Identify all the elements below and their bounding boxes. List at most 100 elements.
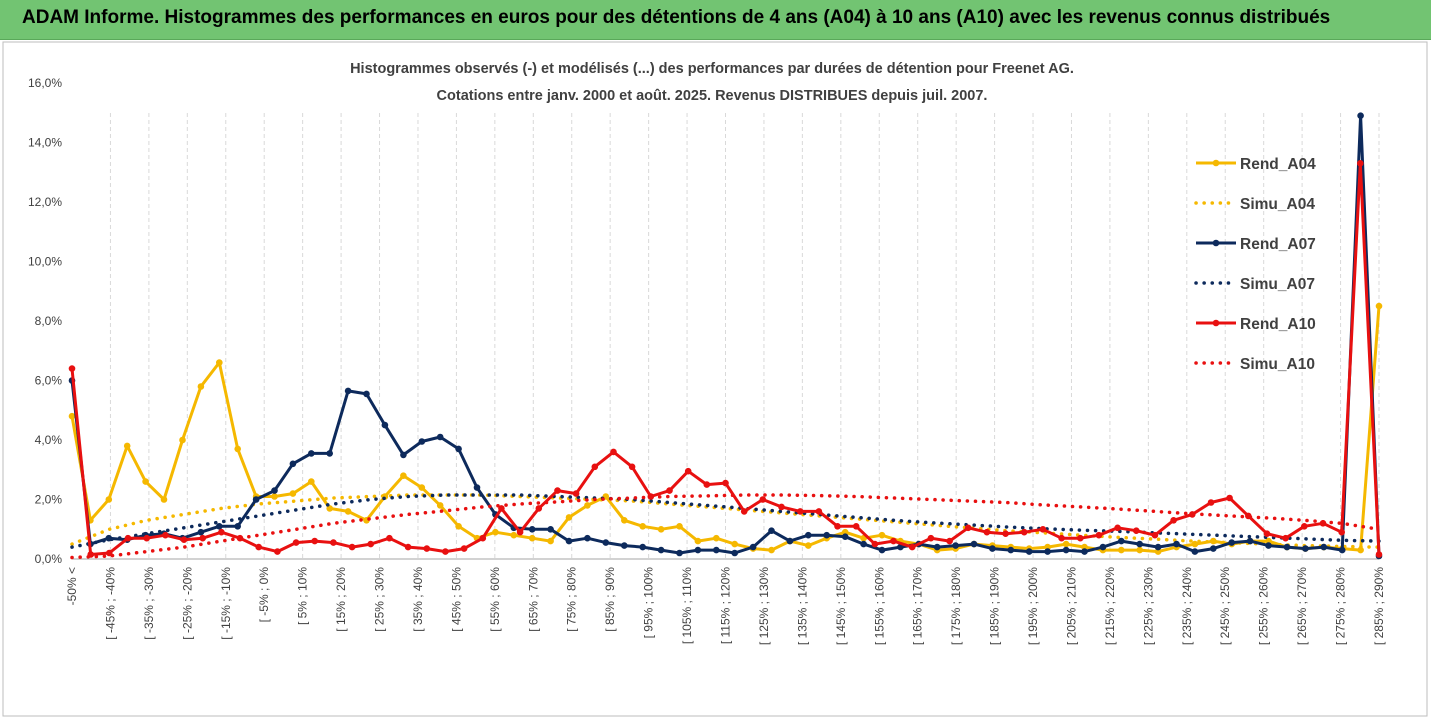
point-rend-a04 [234, 445, 241, 453]
point-rend-a10 [778, 503, 785, 511]
point-rend-a07 [713, 546, 720, 554]
point-rend-a10 [180, 536, 188, 543]
point-rend-a04 [805, 542, 812, 549]
point-rend-a10 [890, 537, 897, 545]
point-rend-a10 [311, 537, 319, 545]
legend-entry: Rend_A04 [1240, 156, 1316, 173]
point-rend-a10 [1226, 494, 1233, 502]
point-rend-a10 [162, 531, 169, 539]
point-rend-a10 [386, 534, 393, 542]
x-tick-label: [ 55% ; 60% [488, 567, 502, 632]
x-tick-label: [ 165% ; 170% [911, 567, 925, 645]
point-rend-a10 [516, 528, 524, 536]
point-rend-a07 [657, 546, 665, 554]
point-rend-a04 [68, 412, 76, 420]
point-rend-a07 [602, 539, 610, 546]
point-rend-a07 [786, 537, 794, 545]
x-tick-label: [ 155% ; 160% [872, 567, 886, 645]
x-tick-label: [ 115% ; 120% [719, 567, 733, 644]
point-rend-a04 [160, 496, 168, 503]
point-rend-a07 [1081, 548, 1088, 555]
point-rend-a10 [572, 490, 580, 497]
x-tick-label: -50% < [65, 567, 79, 605]
point-rend-a07 [455, 445, 462, 453]
y-tick-label: 0,0% [35, 552, 63, 566]
x-tick-label: [ -15% ; -10% [219, 567, 233, 640]
point-rend-a10 [498, 505, 505, 512]
point-rend-a10 [871, 540, 879, 548]
chart-title: Histogrammes observés (-) et modélisés (… [350, 61, 1074, 77]
point-rend-a10 [460, 545, 468, 552]
point-rend-a07 [1007, 546, 1015, 554]
point-rend-a04 [1062, 540, 1070, 548]
point-rend-a07 [271, 487, 278, 494]
x-tick-label: [ 25% ; 30% [373, 567, 387, 632]
point-rend-a07 [1118, 537, 1125, 545]
point-rend-a10 [666, 487, 673, 494]
x-tick-label: [ 125% ; 130% [757, 567, 771, 645]
point-rend-a07 [878, 546, 886, 554]
point-rend-a07 [731, 549, 738, 557]
point-rend-a04 [547, 537, 554, 545]
x-tick-label: [ 255% ; 260% [1257, 567, 1271, 645]
point-rend-a10 [1282, 534, 1289, 542]
point-rend-a07 [308, 450, 315, 457]
point-rend-a10 [964, 524, 972, 532]
point-rend-a04 [878, 531, 886, 539]
point-rend-a10 [68, 365, 76, 372]
point-rend-a07 [1210, 545, 1217, 552]
point-rend-a10 [479, 534, 487, 542]
performance-histogram-chart: Histogrammes observés (-) et modélisés (… [2, 41, 1428, 717]
legend-entry: Rend_A10 [1240, 316, 1316, 333]
point-rend-a07 [289, 460, 297, 468]
x-tick-label: [ 75% ; 80% [565, 567, 579, 632]
point-rend-a07 [768, 527, 775, 534]
point-rend-a04 [492, 528, 499, 536]
point-rend-a07 [1099, 543, 1107, 551]
point-rend-a07 [565, 537, 573, 545]
point-rend-a07 [1191, 548, 1199, 555]
point-rend-a10 [367, 540, 375, 548]
point-rend-a07 [436, 433, 444, 441]
point-rend-a04 [639, 523, 646, 530]
point-rend-a04 [1357, 546, 1364, 554]
point-rend-a10 [740, 508, 748, 515]
point-rend-a10 [834, 523, 841, 530]
x-tick-label: [ 205% ; 210% [1064, 567, 1078, 645]
point-rend-a07 [1320, 543, 1328, 551]
point-rend-a04 [197, 383, 205, 390]
point-rend-a10 [218, 528, 225, 536]
point-rend-a10 [759, 496, 767, 503]
point-rend-a10 [703, 481, 711, 488]
x-tick-label: [ 105% ; 110% [680, 567, 694, 644]
point-rend-a04 [271, 493, 278, 500]
point-rend-a07 [381, 421, 389, 429]
point-rend-a10 [591, 463, 599, 471]
point-rend-a07 [547, 526, 554, 533]
x-tick-label: [ 195% ; 200% [1026, 567, 1040, 645]
x-tick-label: [ 215% ; 220% [1103, 567, 1117, 645]
x-tick-label: [ 35% ; 40% [411, 567, 425, 632]
y-tick-label: 8,0% [35, 314, 63, 328]
point-rend-a10 [274, 548, 281, 555]
point-rend-a04 [584, 502, 591, 509]
point-rend-a07 [344, 387, 352, 395]
point-rend-a04 [142, 478, 149, 485]
point-rend-a07 [621, 542, 628, 549]
point-rend-a07 [1246, 537, 1254, 545]
point-rend-a10 [1077, 534, 1084, 542]
point-rend-a07 [1302, 545, 1309, 552]
point-rend-a07 [970, 540, 978, 548]
legend-entry: Simu_A04 [1240, 196, 1315, 213]
point-rend-a10 [946, 537, 953, 545]
x-tick-label: [ 285% ; 290% [1372, 567, 1386, 645]
point-rend-a10 [722, 479, 729, 487]
point-rend-a10 [1020, 528, 1028, 536]
x-tick-label: [ 225% ; 230% [1141, 567, 1155, 645]
point-rend-a04 [179, 436, 186, 444]
x-tick-label: [ -35% ; -30% [142, 567, 156, 640]
x-tick-label: [ 65% ; 70% [526, 567, 540, 632]
point-rend-a04 [713, 534, 720, 542]
x-tick-label: [ 95% ; 100% [642, 567, 656, 639]
point-rend-a07 [252, 496, 260, 503]
